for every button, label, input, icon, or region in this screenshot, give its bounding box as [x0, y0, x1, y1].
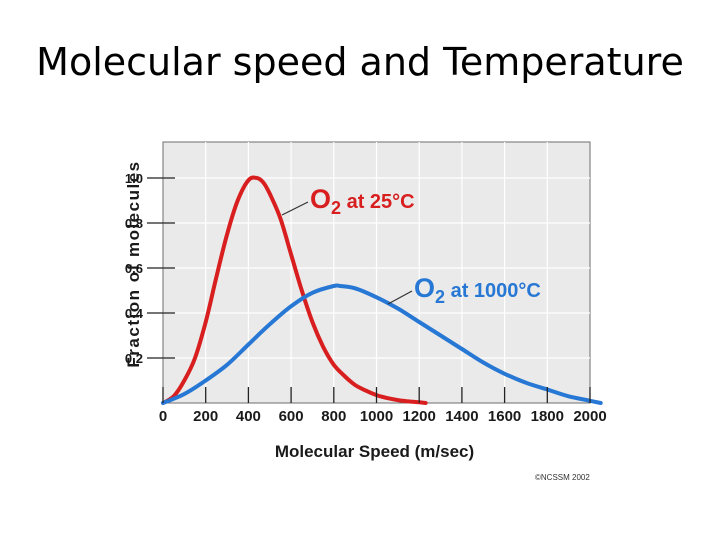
x-tick-label: 1600: [488, 408, 521, 425]
y-tick-label: 0.4: [125, 306, 144, 321]
copyright-notice: ©NCSSM 2002: [535, 473, 590, 482]
x-tick-label: 800: [321, 408, 346, 425]
x-axis-label: Molecular Speed (m/sec): [275, 442, 474, 461]
x-tick-label: 1800: [531, 408, 564, 425]
y-tick-label: 0.8: [125, 216, 143, 231]
y-tick-label: 0.2: [125, 351, 143, 366]
series-line-o2-1000c: [161, 283, 603, 405]
series-label-o2-1000c: O2 at 1000°C: [414, 273, 541, 307]
series-label-leader: [387, 290, 413, 305]
x-tick-label: 1400: [445, 408, 478, 425]
slide-title: Molecular speed and Temperature: [36, 40, 684, 84]
series-line-o2-25c: [161, 175, 428, 405]
x-tick-label: 1200: [403, 408, 436, 425]
series-label-o2-25c: O2 at 25°C: [310, 184, 415, 218]
y-tick-label: 0.6: [125, 261, 143, 276]
x-tick-label: 2000: [573, 408, 606, 425]
series-label-leader: [281, 201, 309, 216]
x-tick-label: 200: [193, 408, 218, 425]
x-tick-label: 0: [159, 408, 167, 425]
y-tick-label: 1.0: [125, 171, 143, 186]
y-axis-label: Fraction of molecules: [124, 160, 143, 367]
x-tick-label: 400: [236, 408, 261, 425]
x-tick-label: 1000: [360, 408, 393, 425]
x-tick-label: 600: [279, 408, 304, 425]
